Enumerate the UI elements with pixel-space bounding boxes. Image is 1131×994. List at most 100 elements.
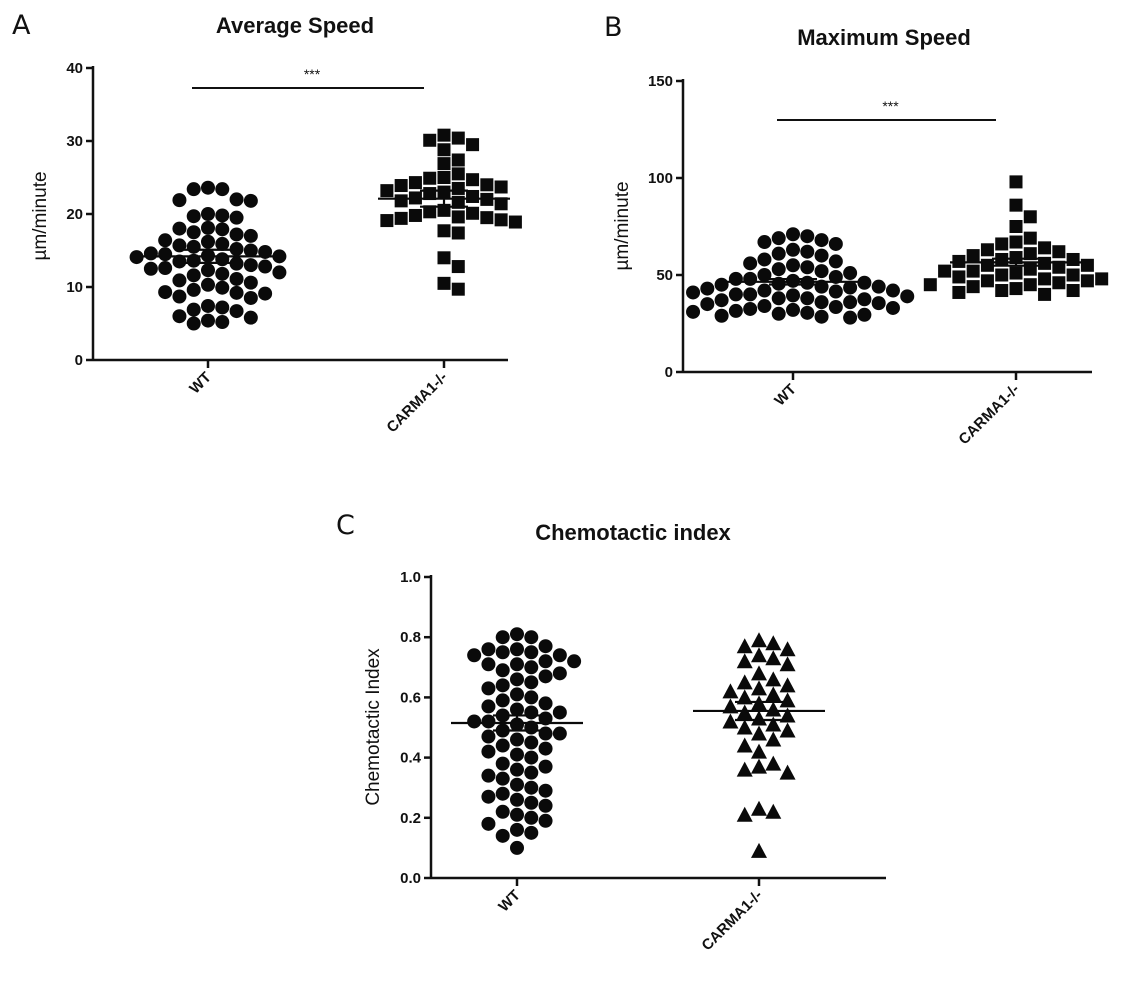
data-point-wt-66 — [510, 840, 524, 855]
data-point-wt-36 — [143, 261, 158, 276]
data-point-wt-62 — [481, 816, 496, 831]
data-point-wt-5 — [828, 236, 843, 251]
data-point-wt-24 — [714, 277, 729, 292]
data-point-wt-33 — [900, 289, 915, 304]
data-point-wt-54 — [186, 302, 201, 317]
data-point-wt-58 — [201, 313, 215, 328]
data-point-wt-46 — [186, 282, 201, 297]
panel-a: A Average Speed µm/minute 0 10 20 30 40 WT CAR… — [12, 10, 522, 436]
data-point-carma1--9 — [765, 671, 782, 687]
data-point-wt-2 — [495, 630, 510, 645]
data-point-wt-42 — [172, 273, 187, 288]
data-point-wt-56 — [524, 795, 539, 810]
data-point-wt-17 — [843, 266, 858, 281]
data-point-carma1--37 — [736, 806, 753, 822]
data-point-carma1--26 — [779, 722, 796, 738]
data-point-wt-33 — [243, 258, 258, 273]
data-point-wt-28 — [129, 250, 144, 265]
data-point-wt-44 — [495, 756, 510, 771]
data-point-carma1--13 — [394, 179, 408, 193]
data-point-carma1--29 — [451, 210, 465, 224]
y-tick-label: 100 — [648, 170, 673, 187]
data-point-wt-10 — [538, 654, 553, 669]
data-point-carma1--21 — [966, 264, 980, 278]
y-tick-label: 20 — [66, 206, 83, 223]
data-point-carma1--31 — [394, 211, 408, 225]
data-point-carma1--10 — [423, 171, 437, 185]
data-point-wt-49 — [229, 285, 244, 300]
data-point-wt-1 — [800, 229, 815, 244]
data-point-wt-15 — [243, 228, 258, 243]
data-point-carma1--39 — [1080, 274, 1094, 288]
data-point-wt-67 — [552, 705, 567, 720]
data-point-carma1--39 — [437, 276, 451, 290]
data-point-carma1--36 — [451, 226, 465, 240]
y-tick-label: 1.0 — [400, 569, 421, 586]
data-point-wt-59 — [510, 807, 524, 822]
data-point-carma1--25 — [736, 719, 753, 735]
data-point-wt-30 — [686, 285, 701, 300]
data-point-wt-52 — [201, 298, 215, 313]
y-tick-label: 50 — [656, 267, 673, 284]
data-point-wt-12 — [172, 221, 187, 236]
data-point-carma1--34 — [779, 764, 796, 780]
data-point-wt-16 — [552, 666, 567, 681]
data-point-carma1--7 — [1038, 241, 1052, 255]
data-point-wt-8 — [552, 648, 567, 663]
data-point-wt-58 — [771, 291, 786, 306]
data-point-wt-39 — [215, 266, 230, 281]
data-point-carma1--30 — [923, 278, 937, 292]
data-point-wt-7 — [495, 645, 510, 660]
data-point-carma1--18 — [722, 698, 739, 714]
data-point-carma1--10 — [1023, 247, 1037, 261]
data-point-wt-14 — [524, 660, 539, 675]
data-point-wt-28 — [757, 283, 772, 298]
data-point-wt-55 — [871, 279, 886, 294]
data-point-wt-45 — [728, 303, 743, 318]
y-tick-label: 0 — [75, 352, 83, 369]
data-point-carma1--22 — [1009, 266, 1023, 280]
data-point-carma1--38 — [1066, 268, 1080, 282]
data-point-carma1--24 — [494, 197, 508, 211]
data-point-wt-16 — [814, 264, 829, 279]
data-point-wt-60 — [186, 316, 201, 331]
data-point-wt-43 — [524, 750, 539, 765]
data-point-wt-48 — [771, 306, 786, 321]
data-point-wt-18 — [215, 236, 230, 251]
data-point-wt-25 — [538, 696, 553, 711]
data-point-wt-27 — [700, 281, 715, 296]
panel-b: B Maximum Speed µm/minute 0 50 100 150 WT CAR… — [604, 12, 1109, 448]
data-point-wt-60 — [524, 810, 539, 825]
chart-title: Average Speed — [216, 13, 374, 38]
data-point-wt-13 — [786, 258, 800, 273]
data-point-wt-58 — [495, 804, 510, 819]
data-point-wt-5 — [243, 193, 258, 208]
data-point-wt-56 — [885, 283, 900, 298]
data-point-wt-20 — [495, 678, 510, 693]
data-point-wt-61 — [538, 813, 553, 828]
data-point-carma1--8 — [751, 665, 767, 681]
data-point-wt-10 — [757, 252, 772, 267]
data-point-wt-36 — [714, 293, 729, 308]
data-point-wt-25 — [814, 279, 829, 294]
data-point-wt-36 — [481, 729, 496, 744]
data-point-carma1--5 — [451, 153, 465, 167]
data-point-wt-38 — [272, 265, 287, 280]
data-point-carma1--3 — [779, 641, 796, 657]
x-category-label: CARMA1-/- — [955, 381, 1022, 448]
data-point-wt-15 — [771, 262, 786, 277]
data-point-wt-28 — [524, 705, 539, 720]
y-tick-label: 0 — [665, 364, 673, 381]
data-point-carma1--0 — [437, 128, 451, 142]
y-tick-label: 30 — [66, 133, 83, 150]
data-point-wt-51 — [243, 290, 258, 305]
data-point-carma1--14 — [1066, 252, 1080, 266]
data-point-wt-1 — [215, 182, 230, 197]
data-point-wt-46 — [686, 304, 701, 319]
data-point-wt-3 — [172, 193, 187, 208]
data-point-carma1--35 — [751, 800, 767, 816]
data-point-carma1--26 — [423, 205, 437, 219]
data-point-carma1--12 — [751, 680, 767, 696]
data-point-wt-18 — [510, 672, 524, 687]
data-point-wt-53 — [728, 271, 743, 286]
